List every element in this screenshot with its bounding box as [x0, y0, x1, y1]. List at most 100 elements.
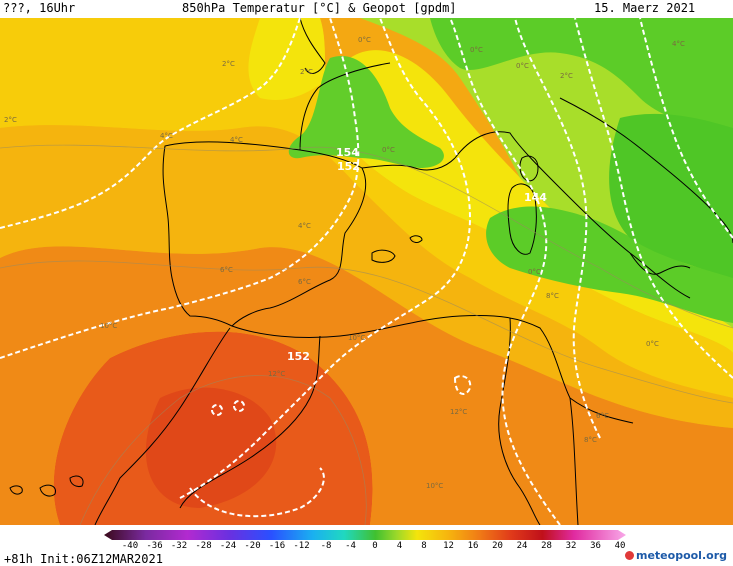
- temp-label: 0°C: [358, 36, 371, 44]
- adriatic-coast: [559, 97, 733, 244]
- colorbar-labels: -40 -36 -32 -28 -24 -20 -16 -12 -8 -4 0 4 8 12 16 20 24 2…: [0, 541, 733, 553]
- temp-label: 6°C: [298, 278, 311, 286]
- corsica-coast: [519, 155, 539, 182]
- colorbar-tick-label: -16: [268, 541, 286, 551]
- temp-label: 12°C: [450, 408, 467, 416]
- temperature-isotherms: [0, 144, 733, 525]
- algeria-morocco-border: [179, 335, 321, 509]
- temp-label: 10°C: [100, 322, 117, 330]
- temperature-labels: 2°C 2°C 2°C 2°C 4°C 4°C 4°C 6°C 6°C 8°C …: [4, 36, 685, 490]
- colorbar-tick-label: -36: [146, 541, 163, 551]
- colorbar-tick-label: 28: [541, 541, 552, 551]
- field-green-france: [288, 56, 444, 168]
- isotherm-1: [0, 144, 733, 329]
- geopot-label-152-north: 152: [337, 160, 360, 173]
- colorbar-tick-label: -32: [170, 541, 188, 551]
- temp-label: 10°C: [348, 334, 365, 342]
- colorbar-tick-label: 40: [614, 541, 626, 551]
- isoline-east-3: [639, 18, 733, 239]
- temp-label: 2°C: [222, 60, 235, 68]
- temp-label: 0°C: [646, 340, 659, 348]
- sardinia-coast: [507, 183, 537, 255]
- field-green-central-europe: [430, 18, 733, 138]
- field-hot-core: [145, 387, 277, 508]
- colorbar-tick-label: 12: [443, 541, 454, 551]
- isoline-loop-2: [233, 400, 246, 412]
- libya-border: [569, 397, 579, 525]
- temp-label: 4°C: [672, 40, 685, 48]
- isotherm-2: [0, 260, 733, 404]
- canaries-coast: [9, 475, 84, 497]
- temperature-colorbar: [104, 530, 626, 540]
- field-yellow-orange: [0, 18, 733, 398]
- isoline-west: [0, 18, 301, 229]
- geopot-label-144: 144: [524, 191, 547, 204]
- meteopool-logo-icon: [625, 551, 634, 560]
- temp-label: 2°C: [300, 68, 313, 76]
- tunisia-border: [498, 317, 541, 525]
- brand-logo[interactable]: meteopool.org: [625, 549, 727, 562]
- temp-label: 2°C: [560, 72, 573, 80]
- field-orange-north: [0, 125, 733, 428]
- colorbar-tick-label: -20: [244, 541, 261, 551]
- isoline-152: [0, 18, 360, 359]
- colorbar-tick-label: -12: [293, 541, 310, 551]
- temp-label: 0°C: [516, 62, 529, 70]
- colorbar-tick-label: 8: [421, 541, 427, 551]
- temp-label: 0°C: [382, 146, 395, 154]
- temperature-map: 154 152 144 152 2°C 2°C 2°C 2°C 4°C 4°C …: [0, 18, 733, 525]
- iberia-coast: [162, 141, 367, 327]
- colorbar-tick-label: 4: [396, 541, 403, 551]
- temp-label: 0°C: [528, 268, 541, 276]
- geopot-label-152-south: 152: [287, 350, 310, 363]
- isoline-loop-3: [453, 375, 472, 395]
- colorbar-tick-label: -24: [219, 541, 237, 551]
- italy-coast: [454, 131, 691, 299]
- colorbar-shape: [104, 530, 626, 540]
- temp-label: 4°C: [230, 136, 243, 144]
- valid-date-label: 15. Maerz 2021: [594, 1, 696, 15]
- colorbar-tick-label: -8: [320, 541, 332, 551]
- temp-label: 4°C: [160, 132, 173, 140]
- field-warm-belt: [0, 246, 733, 525]
- temp-label: 6°C: [220, 266, 233, 274]
- colorbar-tick-label: -28: [195, 541, 212, 551]
- colorbar-tick-label: 32: [565, 541, 577, 551]
- run-info: +81h Init:06Z12MAR2021: [4, 552, 163, 566]
- colorbar-tick-label: 24: [516, 541, 528, 551]
- isoline-central: [179, 18, 472, 499]
- valid-time-label: ???, 16Uhr: [3, 1, 76, 15]
- isotherm-3: [79, 375, 367, 525]
- map-header: ???, 16Uhr 850hPa Temperatur [°C] & Geop…: [0, 0, 733, 18]
- morocco-border: [94, 327, 231, 525]
- temp-label: 6°C: [596, 412, 609, 420]
- temp-label: 8°C: [546, 292, 559, 300]
- colorbar-tick-label: 20: [492, 541, 503, 551]
- colorbar-tick-label: -4: [345, 541, 356, 551]
- map-svg: 154 152 144 152 2°C 2°C 2°C 2°C 4°C 4°C …: [0, 18, 733, 525]
- temp-label: 8°C: [584, 436, 597, 444]
- uk-coast: [299, 18, 326, 74]
- map-footer: -40 -36 -32 -28 -24 -20 -16 -12 -8 -4 0 4 8 12 16 20 24 2…: [0, 525, 733, 566]
- france-coast: [299, 62, 456, 171]
- isoline-loop-1: [211, 404, 224, 416]
- colorbar-tick-label: -40: [121, 541, 139, 551]
- temp-label: 0°C: [470, 46, 483, 54]
- coastlines: [9, 18, 733, 525]
- isoline-144: [449, 18, 561, 525]
- colorbar-tick-label: 16: [467, 541, 479, 551]
- colorbar-tick-label: 36: [590, 541, 601, 551]
- brand-text: meteopool.org: [636, 549, 727, 562]
- isoline-east-2: [574, 18, 733, 379]
- isoline-loop-morocco: [189, 467, 325, 518]
- temp-label: 12°C: [268, 370, 285, 378]
- balearics-coast: [371, 235, 423, 263]
- map-title: 850hPa Temperatur [°C] & Geopot [gpdm]: [182, 1, 457, 15]
- temp-label: 10°C: [426, 482, 443, 490]
- field-green-italy: [486, 206, 733, 323]
- field-green-balkans: [609, 113, 733, 278]
- temp-label: 4°C: [298, 222, 311, 230]
- colorbar-tick-label: 0: [372, 541, 378, 551]
- temp-label: 2°C: [4, 116, 17, 124]
- geopot-label-154: 154: [336, 146, 359, 159]
